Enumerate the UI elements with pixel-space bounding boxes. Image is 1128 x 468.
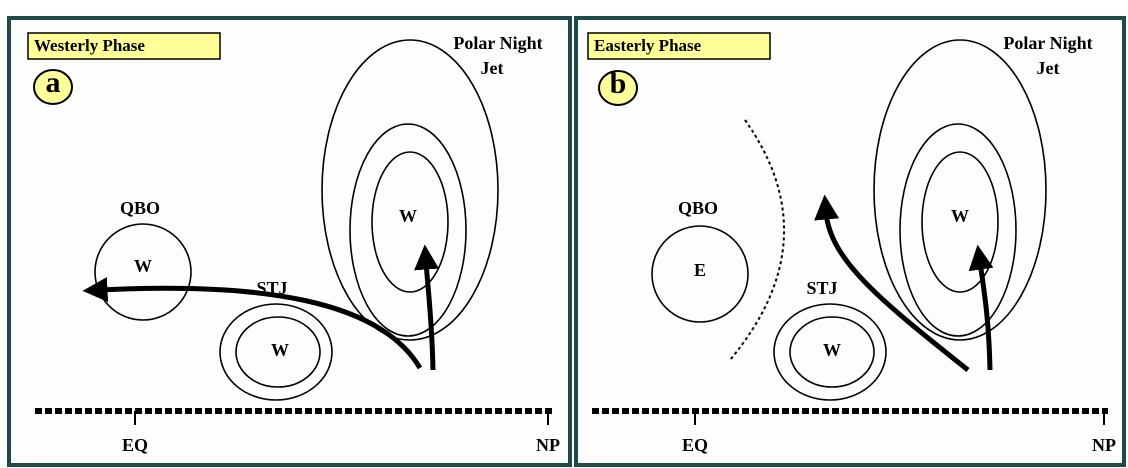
jet-contour [371, 151, 449, 293]
qbo-circle [94, 223, 192, 321]
jet-contour [321, 39, 499, 341]
phase-label: Easterly Phase [594, 36, 702, 55]
stj-label: STJ [806, 278, 837, 298]
jet-center: W [399, 206, 417, 226]
stj-contour [789, 316, 875, 388]
qbo-label: QBO [120, 198, 160, 218]
panel-frame [574, 16, 1126, 467]
letter-circle [598, 70, 638, 106]
jet-contour [921, 151, 999, 293]
jet-contour [873, 39, 1047, 341]
np-label: NP [1092, 435, 1116, 455]
arrow [414, 244, 440, 371]
arrow [82, 277, 423, 370]
stj-contour [219, 303, 333, 401]
stj-center: W [823, 340, 841, 360]
arrow [968, 244, 994, 371]
arrow [814, 194, 970, 372]
stj-contour [235, 316, 321, 388]
phase-box [587, 32, 771, 60]
np-label: NP [536, 435, 560, 455]
jet-label: Polar Night [453, 33, 542, 53]
boundary [729, 119, 786, 361]
letter-circle [33, 69, 73, 105]
panel-letter: b [610, 67, 627, 100]
phase-label: Westerly Phase [34, 36, 145, 55]
jet-contour [899, 123, 1017, 337]
qbo-center: E [694, 260, 706, 280]
eq-label: EQ [682, 435, 708, 455]
jet-label: Jet [481, 58, 504, 78]
eq-label: EQ [122, 435, 148, 455]
stj-center: W [271, 340, 289, 360]
jet-label: Polar Night [1003, 33, 1092, 53]
qbo-center: W [134, 256, 152, 276]
jet-contour [349, 123, 467, 337]
qbo-label: QBO [678, 198, 718, 218]
panel-letter: a [46, 66, 61, 99]
stj-contour [773, 303, 887, 401]
phase-box [27, 32, 221, 60]
jet-center: W [951, 206, 969, 226]
qbo-circle [651, 225, 749, 323]
panel-b: Easterly Phase b Polar Night Jet W QBO E… [574, 16, 1126, 467]
jet-label: Jet [1037, 58, 1060, 78]
panel-a: Westerly Phase a Polar Night Jet W QBO W… [7, 16, 572, 467]
